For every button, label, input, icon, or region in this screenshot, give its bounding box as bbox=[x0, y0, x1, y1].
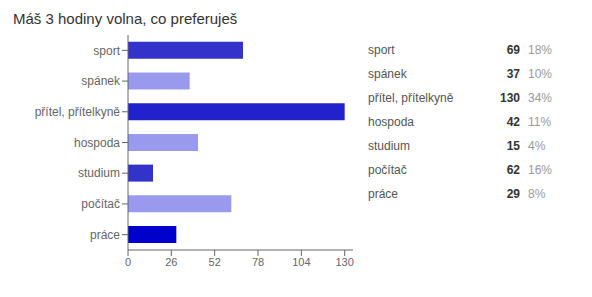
svg-text:26: 26 bbox=[165, 256, 177, 268]
svg-text:52: 52 bbox=[209, 256, 221, 268]
html-text:34%: 34% bbox=[528, 91, 552, 105]
html-text:10%: 10% bbox=[528, 67, 552, 81]
html-text:37: 37 bbox=[506, 67, 520, 81]
svg-text:práce: práce bbox=[90, 228, 120, 242]
html-text:studium: studium bbox=[368, 139, 410, 153]
svg-text:studium: studium bbox=[78, 166, 120, 180]
html-text:130: 130 bbox=[500, 91, 520, 105]
html-text:práce: práce bbox=[368, 187, 398, 201]
html-text:sport: sport bbox=[368, 43, 395, 57]
html-text:4%: 4% bbox=[528, 139, 546, 153]
html-text:42: 42 bbox=[506, 115, 520, 129]
svg-text:104: 104 bbox=[292, 256, 310, 268]
svg-text:sport: sport bbox=[93, 44, 120, 58]
svg-text:hospoda: hospoda bbox=[74, 136, 120, 150]
html-text:15: 15 bbox=[506, 139, 520, 153]
svg-text:spánek: spánek bbox=[81, 74, 121, 88]
html-text:spánek: spánek bbox=[368, 67, 407, 81]
svg-text:0: 0 bbox=[125, 256, 131, 268]
svg-text:130: 130 bbox=[335, 256, 353, 268]
html-text:16%: 16% bbox=[528, 163, 552, 177]
svg-text:počítač: počítač bbox=[81, 197, 120, 211]
html-text:69: 69 bbox=[506, 43, 520, 57]
html-text:přítel, přítelkyně: přítel, přítelkyně bbox=[368, 91, 454, 105]
html-text:29: 29 bbox=[506, 187, 520, 201]
html-text:hospoda: hospoda bbox=[368, 115, 414, 129]
svg-text:přítel, přítelkyně: přítel, přítelkyně bbox=[35, 105, 121, 119]
html-text:18%: 18% bbox=[528, 43, 552, 57]
html-text:62: 62 bbox=[506, 163, 520, 177]
html-text:Máš 3 hodiny volna, co preferu: Máš 3 hodiny volna, co preferuješ bbox=[13, 10, 238, 27]
html-text:8%: 8% bbox=[528, 187, 546, 201]
html-text:11%: 11% bbox=[528, 115, 552, 129]
svg-text:78: 78 bbox=[252, 256, 264, 268]
html-text:počítač: počítač bbox=[368, 163, 407, 177]
